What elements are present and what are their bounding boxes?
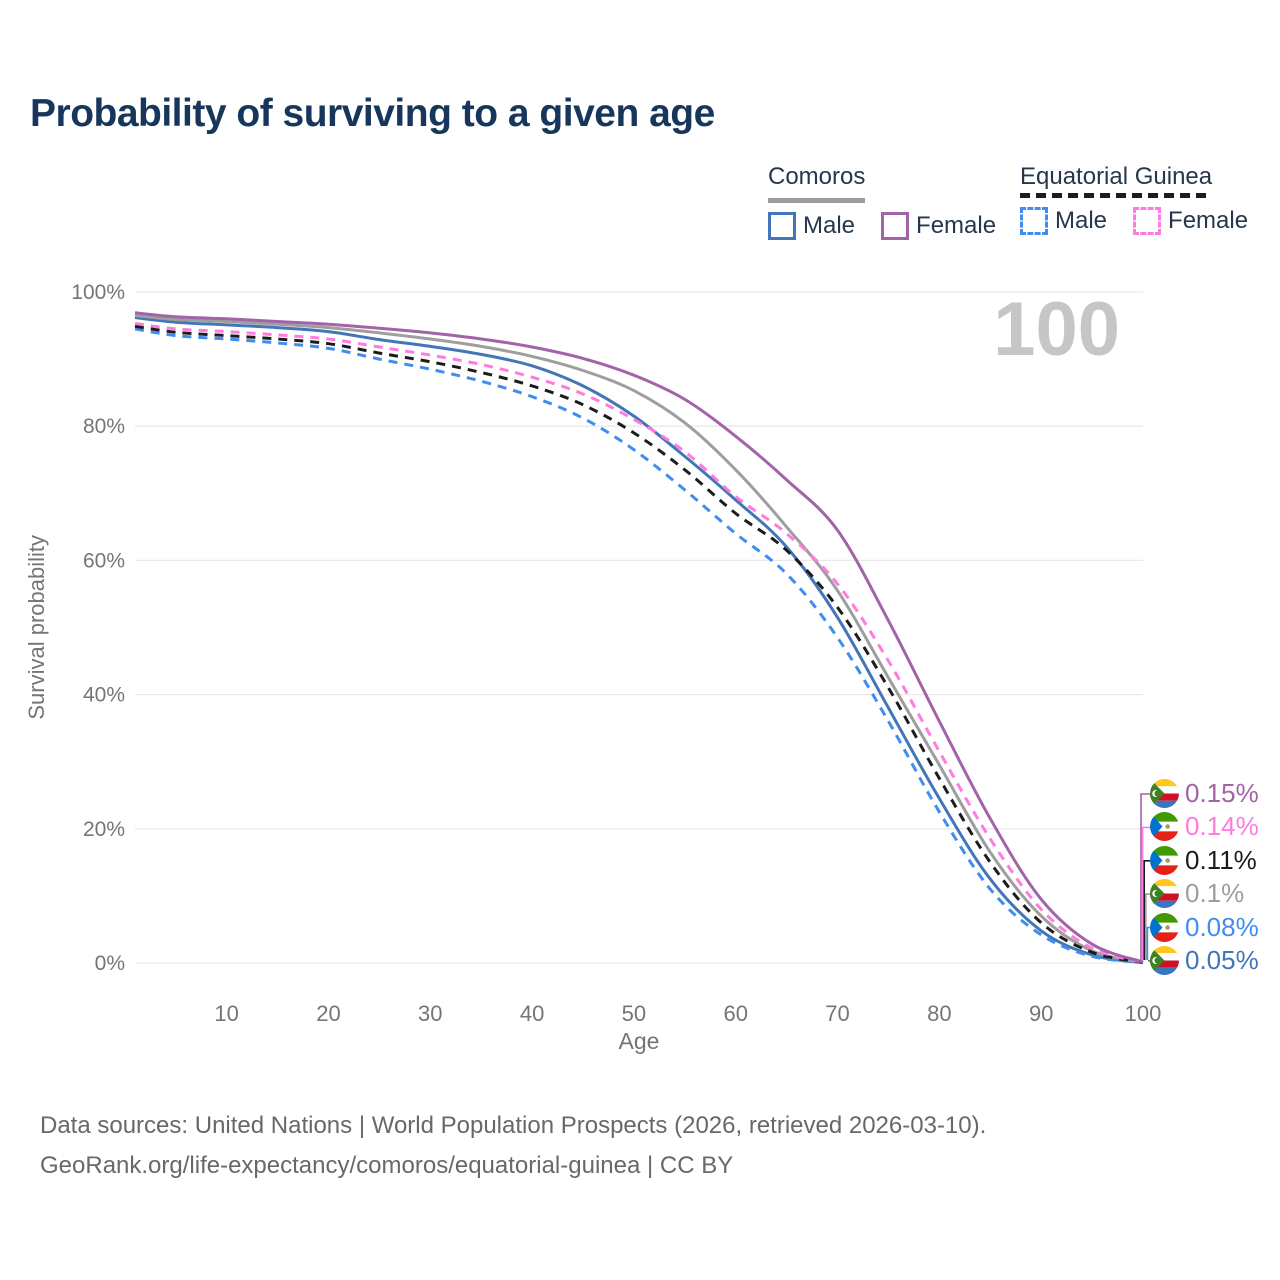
series-line-comoros-female <box>134 311 1144 964</box>
x-tick-label: 100 <box>1125 1001 1162 1026</box>
y-tick-label: 0% <box>95 952 125 975</box>
legend-item-comoros-female[interactable]: Female <box>881 212 996 240</box>
equatorial-guinea-male-swatch-icon <box>1020 207 1048 235</box>
footer-data-sources: Data sources: United Nations | World Pop… <box>40 1112 987 1139</box>
end-label-row-equatorial-guinea-all: 0.11% <box>1150 845 1257 876</box>
hover-age-watermark: 100 <box>993 287 1120 372</box>
end-value-label-comoros-male: 0.05% <box>1185 945 1259 975</box>
end-value-label-equatorial-guinea-female: 0.14% <box>1185 811 1259 842</box>
x-tick-label: 60 <box>723 1001 747 1026</box>
page-title: Probability of surviving to a given age <box>30 92 715 135</box>
series-line-equatorial-guinea-male <box>134 327 1144 964</box>
end-value-label-comoros-female: 0.15% <box>1185 778 1259 808</box>
end-label-leader-equatorial-guinea-female <box>1141 826 1152 960</box>
legend-item-equatorial-guinea-female[interactable]: Female <box>1133 207 1248 235</box>
equatorial-guinea-flag-icon <box>1150 812 1179 842</box>
legend-comoros-title[interactable]: Comoros <box>768 163 866 203</box>
equatorial-guinea-flag-icon <box>1150 912 1179 942</box>
y-axis-title: Survival probability <box>24 535 49 720</box>
x-tick-label: 70 <box>825 1001 849 1026</box>
y-tick-label: 80% <box>83 415 125 438</box>
series-line-comoros-all <box>134 313 1144 964</box>
x-axis-title: Age <box>618 1028 660 1054</box>
x-tick-label: 50 <box>622 1001 646 1026</box>
legend-label-equatorial-guinea-female: Female <box>1168 207 1249 234</box>
x-tick-label: 80 <box>927 1001 951 1026</box>
end-value-label-equatorial-guinea-male: 0.08% <box>1185 911 1259 942</box>
legend-item-comoros-male[interactable]: Male <box>768 212 855 240</box>
footer-georank-link[interactable]: GeoRank.org/life-expectancy/comoros/equa… <box>40 1152 734 1180</box>
end-label-row-comoros-male: 0.05% <box>1150 945 1259 976</box>
x-tick-label: 20 <box>316 1001 340 1026</box>
legend-group-equatorial-guinea: Equatorial Guinea Male Female <box>1020 163 1248 235</box>
comoros-flag-icon <box>1150 946 1179 975</box>
x-tick-label: 10 <box>214 1001 238 1026</box>
series-line-equatorial-guinea-all <box>134 324 1144 964</box>
legend-item-equatorial-guinea-male[interactable]: Male <box>1020 207 1107 235</box>
y-tick-label: 60% <box>83 549 125 572</box>
legend-label-comoros-female: Female <box>916 212 997 239</box>
legend-group-comoros: Comoros Male Female <box>768 163 996 240</box>
series-line-comoros-male <box>134 316 1144 965</box>
end-value-label-equatorial-guinea-all: 0.11% <box>1185 844 1257 875</box>
end-label-row-equatorial-guinea-female: 0.14% <box>1150 811 1259 842</box>
equatorial-guinea-female-swatch-icon <box>1133 207 1162 235</box>
comoros-male-swatch-icon <box>768 212 796 240</box>
y-axis-title-wrap: Survival probability <box>24 292 50 963</box>
x-tick-label: 30 <box>418 1001 442 1026</box>
end-label-row-comoros-all: 0.1% <box>1150 878 1244 909</box>
x-tick-label: 90 <box>1029 1001 1053 1026</box>
legend-label-equatorial-guinea-male: Male <box>1055 207 1108 234</box>
legend-label-comoros-male: Male <box>803 212 856 239</box>
y-tick-label: 40% <box>83 684 125 707</box>
end-label-leader-equatorial-guinea-all <box>1143 859 1152 960</box>
footer: Data sources: United Nations | World Pop… <box>40 1106 986 1186</box>
equatorial-guinea-flag-icon <box>1150 845 1179 875</box>
comoros-flag-icon <box>1150 779 1179 808</box>
series-line-equatorial-guinea-female <box>134 322 1144 964</box>
comoros-female-swatch-icon <box>881 212 910 240</box>
x-tick-label: 40 <box>520 1001 544 1026</box>
comoros-flag-icon <box>1150 879 1179 909</box>
end-label-row-comoros-female: 0.15% <box>1150 778 1259 809</box>
end-label-row-equatorial-guinea-male: 0.08% <box>1150 912 1259 943</box>
end-value-label-comoros-all: 0.1% <box>1185 878 1245 909</box>
legend-equatorial-guinea-title[interactable]: Equatorial Guinea <box>1020 163 1213 198</box>
end-label-leader-comoros-female <box>1140 793 1152 960</box>
y-tick-label: 20% <box>83 818 125 841</box>
y-tick-label: 100% <box>71 281 125 304</box>
end-label-leader-comoros-all <box>1145 893 1152 960</box>
